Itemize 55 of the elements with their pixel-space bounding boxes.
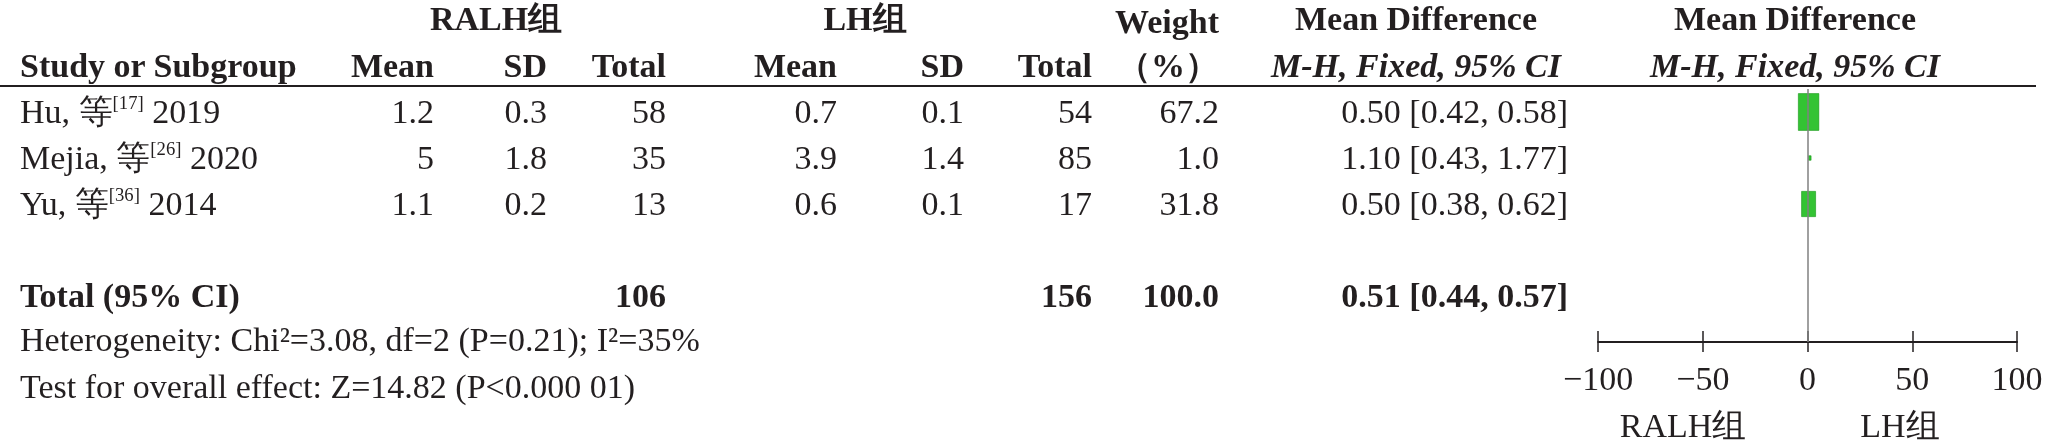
x-tick-label: 0 xyxy=(1799,359,1817,397)
chart-subtitle: M-H, Fixed, 95% CI xyxy=(1648,46,1942,86)
text: Mean xyxy=(350,46,434,86)
data-label: 0.50 [0.38, 0.62] xyxy=(1341,184,1568,224)
data-label: 0.2 xyxy=(504,184,547,224)
data-label: 100.0 xyxy=(1142,276,1219,316)
data-label: 1.1 xyxy=(391,184,434,224)
x-tick-label: −100 xyxy=(1562,359,1634,397)
data-label: 0.1 xyxy=(921,92,964,132)
text: LH组 xyxy=(1859,406,1941,445)
data-label: 1.0 xyxy=(1176,138,1219,178)
text: 0.51 [0.44, 0.57] xyxy=(1341,277,1568,314)
text: Test for overall effect: Z=14.82 (P<0.000 01) xyxy=(20,367,636,407)
data-label: 106 xyxy=(615,276,666,316)
text: SD xyxy=(920,46,964,86)
text: Weight（%） xyxy=(1114,2,1219,86)
x-tick-label: 100 xyxy=(1991,359,2043,397)
text: Total xyxy=(1017,46,1092,86)
data-label: 13 xyxy=(632,184,666,224)
data-label: 1.8 xyxy=(504,138,547,178)
text: Study or Subgroup xyxy=(20,46,297,86)
text: LH组 xyxy=(822,0,908,39)
data-label: 0.50 [0.42, 0.58] xyxy=(1341,92,1568,132)
text: Mean xyxy=(753,46,837,86)
data-label: 35 xyxy=(632,138,666,178)
data-label: 58 xyxy=(632,92,666,132)
data-label: 1.10 [0.43, 1.77] xyxy=(1341,138,1568,178)
data-label: 0.1 xyxy=(921,184,964,224)
data-label: 1.4 xyxy=(921,138,964,178)
text: SD xyxy=(503,46,547,86)
data-label: 54 xyxy=(1058,92,1092,132)
category-label: Total (95% CI) xyxy=(20,276,240,316)
data-label: 1.2 xyxy=(391,92,434,132)
data-label: 17 xyxy=(1058,184,1092,224)
data-label: 85 xyxy=(1058,138,1092,178)
category-label: Hu, 等$^{[17]}$ 2019 xyxy=(20,91,221,132)
data-label: 0.3 xyxy=(504,92,547,132)
category-label: Mejia, 等$^{[26]}$ 2020 xyxy=(20,137,258,178)
data-label: 156 xyxy=(1041,276,1092,316)
x-tick-label: −50 xyxy=(1676,359,1730,397)
x-tick-label: 50 xyxy=(1895,359,1930,397)
data-label: 31.8 xyxy=(1159,184,1219,224)
chart-title: Mean Difference xyxy=(1673,0,1917,39)
data-label: 3.9 xyxy=(794,138,837,178)
data-label: 67.2 xyxy=(1159,92,1219,132)
data-label: 0.6 xyxy=(794,184,837,224)
chart-title: Mean Difference xyxy=(1295,0,1537,37)
text: RALH组 xyxy=(428,0,564,39)
data-label: 5 xyxy=(417,138,434,178)
text: M-H, Fixed, 95% CI xyxy=(1271,47,1561,84)
text: Total xyxy=(591,46,666,86)
data-label: 0.7 xyxy=(794,92,837,132)
text: Heterogeneity: Chi²=3.08, df=2 (P=0.21); I²=35% xyxy=(20,320,700,360)
text: RALH组 xyxy=(1618,406,1748,445)
category-label: Yu, 等$^{[36]}$ 2014 xyxy=(20,183,217,224)
